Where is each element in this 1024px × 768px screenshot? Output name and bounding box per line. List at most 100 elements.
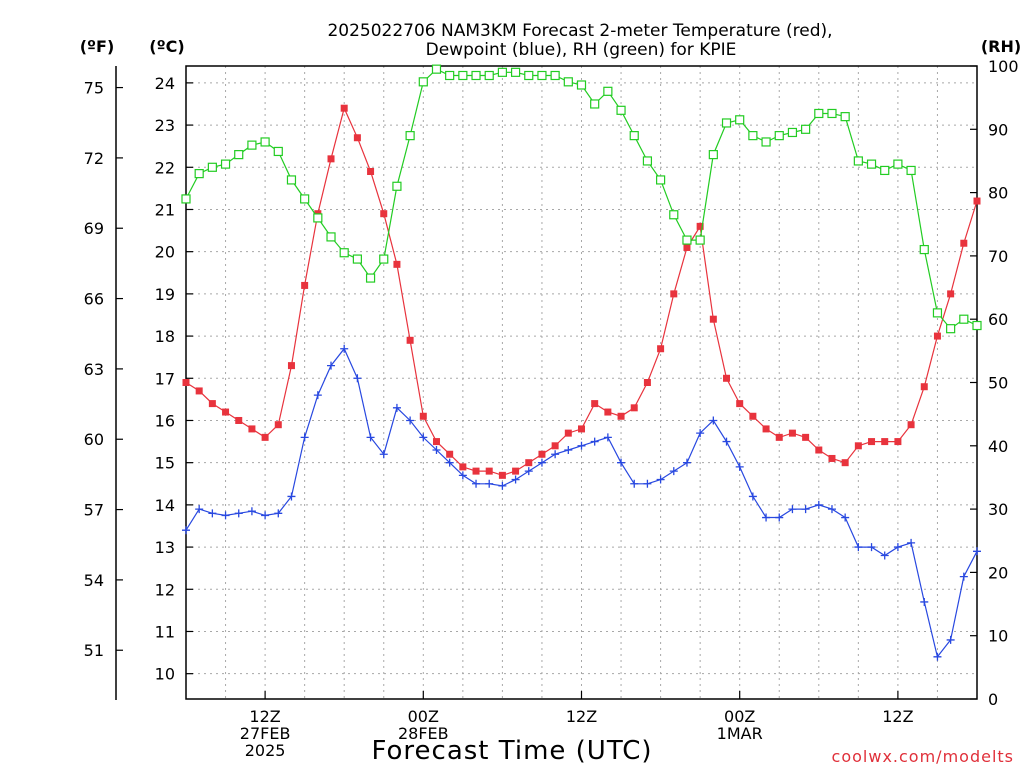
dewpoint-point bbox=[854, 543, 863, 552]
dewpoint-point bbox=[709, 416, 718, 425]
dewpoint-point bbox=[485, 479, 494, 488]
rh-point bbox=[300, 194, 310, 204]
rh-point bbox=[932, 308, 943, 318]
dewpoint-point bbox=[208, 509, 217, 518]
temperature-point bbox=[828, 454, 836, 462]
rh-point bbox=[234, 150, 244, 160]
rh-tick-label: 50 bbox=[988, 374, 1008, 393]
temperature-point bbox=[406, 336, 414, 344]
temperature-point bbox=[788, 429, 796, 437]
source-credit: coolwx.com/modelts bbox=[832, 747, 1014, 766]
celsius-tick-label: 10 bbox=[155, 665, 175, 684]
temperature-point bbox=[920, 383, 928, 391]
rh-point bbox=[893, 159, 903, 169]
rh-point bbox=[524, 70, 534, 81]
rh-point bbox=[194, 169, 204, 179]
dewpoint-point bbox=[274, 509, 283, 518]
temperature-point bbox=[538, 450, 546, 458]
temperature-point bbox=[894, 438, 902, 446]
rh-point bbox=[959, 314, 969, 324]
dewpoint-point bbox=[841, 513, 850, 522]
dewpoint-point bbox=[524, 467, 533, 476]
dewpoint-point bbox=[933, 652, 942, 661]
rh-point bbox=[629, 131, 639, 141]
dewpoint-point bbox=[432, 446, 441, 455]
rh-point bbox=[669, 210, 679, 220]
dewpoint-series bbox=[182, 344, 981, 661]
temperature-point bbox=[802, 433, 810, 441]
dewpoint-point bbox=[814, 500, 823, 509]
celsius-tick-label: 19 bbox=[155, 285, 175, 304]
dewpoint-point bbox=[656, 475, 665, 484]
celsius-tick-label: 15 bbox=[155, 454, 175, 473]
x-axis-title: Forecast Time (UTC) bbox=[371, 736, 652, 766]
temperature-point bbox=[222, 408, 230, 416]
dewpoint-point bbox=[353, 374, 362, 383]
temperature-point bbox=[564, 429, 572, 437]
fahrenheit-tick-label: 54 bbox=[84, 571, 104, 590]
temperature-point bbox=[301, 281, 309, 289]
temperature-point bbox=[775, 433, 783, 441]
temperature-point bbox=[248, 425, 256, 433]
dewpoint-point bbox=[537, 458, 546, 467]
temperature-point bbox=[274, 421, 282, 429]
temperature-point bbox=[578, 425, 585, 433]
rh-point bbox=[497, 67, 507, 77]
dewpoint-point bbox=[907, 538, 916, 547]
dewpoint-point bbox=[261, 511, 270, 520]
celsius-tick-label: 12 bbox=[155, 580, 175, 599]
temperature-point bbox=[432, 438, 440, 446]
fahrenheit-unit-label: (ºF) bbox=[80, 37, 115, 56]
dewpoint-point bbox=[630, 479, 639, 488]
temperature-point bbox=[762, 425, 770, 433]
rh-point bbox=[946, 324, 956, 334]
celsius-unit-label: (ºC) bbox=[149, 37, 184, 56]
temperature-point bbox=[657, 345, 665, 353]
data-series bbox=[181, 64, 982, 661]
celsius-tick-label: 14 bbox=[155, 496, 175, 515]
rh-point bbox=[286, 175, 297, 185]
rh-point bbox=[814, 108, 824, 119]
rh-point bbox=[919, 244, 929, 255]
temperature-point bbox=[419, 412, 427, 420]
temperature-point bbox=[947, 290, 955, 298]
rh-point bbox=[471, 70, 481, 81]
dewpoint-point bbox=[946, 635, 955, 644]
temperature-point bbox=[182, 379, 190, 386]
rh-point bbox=[445, 70, 455, 81]
rh-point bbox=[682, 235, 692, 245]
dewpoint-point bbox=[379, 450, 388, 459]
rh-point bbox=[642, 156, 653, 166]
rh-point bbox=[616, 105, 626, 115]
rh-point bbox=[458, 70, 468, 81]
temperature-point bbox=[446, 450, 454, 458]
temperature-point bbox=[485, 467, 493, 475]
temperature-point bbox=[749, 412, 757, 420]
rh-point bbox=[695, 235, 705, 245]
fahrenheit-tick-label: 51 bbox=[84, 641, 104, 660]
time-tick-label: 2025 bbox=[245, 741, 286, 760]
temperature-point bbox=[815, 446, 823, 454]
rh-point bbox=[972, 320, 982, 331]
tick-labels: 51 54 57 60 63 66 69 72 75 10 11 12 13 14 15 16 17 18 19 20… bbox=[84, 57, 1019, 760]
time-tick-label: 00Z bbox=[408, 707, 439, 726]
dewpoint-point bbox=[195, 505, 204, 514]
rh-point bbox=[510, 67, 521, 77]
rh-point bbox=[273, 146, 283, 157]
rh-tick-label: 100 bbox=[988, 57, 1019, 76]
rh-point bbox=[735, 115, 745, 125]
fahrenheit-tick-label: 75 bbox=[84, 79, 104, 98]
temperature-point bbox=[340, 104, 348, 112]
temperature-point bbox=[736, 400, 744, 408]
rh-point bbox=[431, 64, 442, 74]
dewpoint-point bbox=[327, 361, 336, 370]
temperature-point bbox=[380, 210, 388, 218]
temperature-point bbox=[459, 463, 467, 471]
dewpoint-point bbox=[775, 513, 784, 522]
celsius-tick-label: 21 bbox=[155, 200, 175, 219]
rh-tick-label: 70 bbox=[988, 247, 1008, 266]
dewpoint-point bbox=[445, 458, 454, 467]
dewpoint-point bbox=[313, 391, 322, 400]
dewpoint-point bbox=[392, 403, 401, 412]
